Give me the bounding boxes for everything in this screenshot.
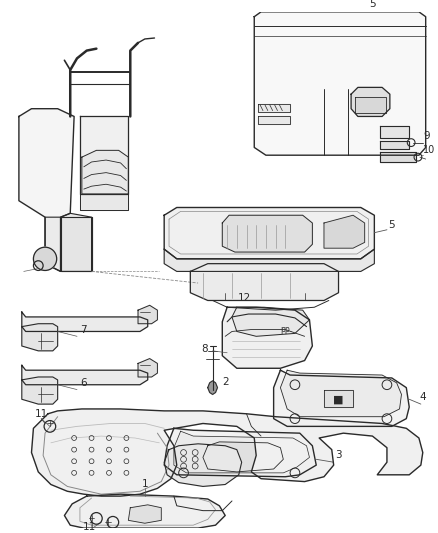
Polygon shape (232, 307, 310, 336)
Polygon shape (191, 264, 339, 301)
Polygon shape (274, 370, 409, 426)
Polygon shape (128, 505, 161, 523)
Polygon shape (203, 442, 283, 472)
Text: 12: 12 (238, 293, 251, 303)
Polygon shape (380, 141, 409, 149)
Circle shape (33, 247, 57, 270)
Polygon shape (138, 359, 157, 377)
Polygon shape (164, 249, 374, 271)
Polygon shape (22, 377, 58, 404)
Polygon shape (22, 312, 148, 332)
Text: 2: 2 (222, 377, 229, 387)
Polygon shape (80, 194, 128, 211)
Polygon shape (22, 324, 58, 351)
Polygon shape (380, 126, 409, 138)
Polygon shape (60, 217, 92, 271)
Text: 5: 5 (389, 220, 395, 230)
Text: 3: 3 (335, 450, 342, 461)
Polygon shape (324, 390, 353, 407)
Polygon shape (82, 150, 128, 194)
Polygon shape (324, 215, 365, 248)
Polygon shape (258, 104, 290, 111)
Text: 4: 4 (420, 392, 426, 402)
Polygon shape (208, 381, 217, 394)
Polygon shape (45, 213, 92, 271)
Polygon shape (223, 215, 312, 252)
Polygon shape (254, 12, 426, 155)
Text: 6: 6 (81, 378, 87, 388)
Polygon shape (351, 87, 390, 116)
Polygon shape (80, 116, 128, 194)
Polygon shape (223, 307, 312, 368)
Text: 7: 7 (81, 325, 87, 335)
Polygon shape (380, 152, 416, 162)
Polygon shape (355, 97, 386, 112)
Text: 8: 8 (201, 344, 208, 354)
Polygon shape (164, 444, 242, 487)
Polygon shape (258, 116, 290, 124)
Polygon shape (280, 370, 402, 417)
Text: 1: 1 (141, 480, 148, 489)
Polygon shape (64, 494, 225, 528)
Text: 9: 9 (424, 131, 430, 141)
Polygon shape (22, 365, 148, 385)
Polygon shape (164, 207, 374, 259)
Polygon shape (19, 109, 74, 271)
Text: 11: 11 (83, 522, 96, 532)
Polygon shape (138, 305, 157, 324)
Text: 5: 5 (369, 0, 376, 9)
Polygon shape (164, 429, 316, 477)
Polygon shape (32, 409, 423, 496)
Text: ■: ■ (333, 394, 344, 404)
Text: 11: 11 (35, 409, 48, 419)
Text: 10: 10 (423, 146, 435, 155)
Text: pp.: pp. (280, 325, 293, 334)
Polygon shape (174, 431, 310, 473)
